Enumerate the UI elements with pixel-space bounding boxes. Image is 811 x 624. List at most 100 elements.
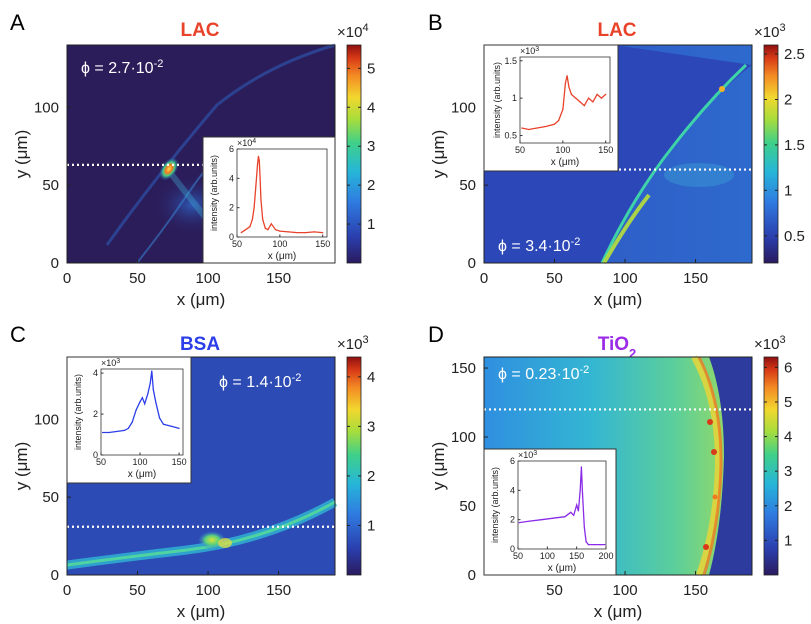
inset-background: [483, 448, 617, 576]
y-tick-label: 50: [459, 177, 476, 194]
x-tick-label: 0: [63, 582, 71, 599]
inset-background: [202, 136, 336, 264]
inset-data-point: [279, 230, 281, 232]
panel-letter: C: [10, 322, 26, 347]
colorbar-tick-label: 3: [367, 138, 375, 155]
colorbar-tick-label: 2: [784, 498, 792, 515]
inset-data-point: [527, 128, 530, 131]
y-tick-label: 50: [42, 489, 59, 506]
x-tick-label: 150: [683, 270, 708, 287]
inset-data-point: [553, 123, 555, 125]
inset-data-point: [131, 421, 133, 423]
inset-y-tick-label: 0: [93, 450, 98, 460]
inset-frame: [517, 460, 607, 550]
inset-multiplier-base: ×10: [520, 46, 535, 56]
colorbar-tick-label: 5: [784, 394, 792, 411]
inset-data-point: [158, 417, 161, 419]
colorbar-multiplier-base: ×10: [337, 24, 362, 41]
inset-data-point: [568, 86, 570, 88]
x-axis-label: x (μm): [594, 290, 643, 309]
inset-data-point: [144, 403, 146, 405]
inset-data-point: [256, 163, 259, 165]
x-tick-label: 150: [266, 270, 291, 287]
colorbar-multiplier-base: ×10: [337, 336, 362, 353]
inset-line-plot: 50 100 150 200 0 2 4 6 x (μm) intensity (arb.unit…: [483, 448, 617, 576]
inset-y-tick-label: 6: [510, 456, 515, 466]
inset-y-axis-label: intensity (arb.units): [73, 374, 83, 450]
inset-multiplier-base: ×10: [101, 358, 116, 368]
inset-multiplier: ×103: [518, 450, 537, 461]
phi-exponent: -2: [571, 236, 581, 248]
y-tick-label: 100: [451, 429, 476, 446]
inset-x-axis-label: x (μm): [128, 469, 157, 480]
inset-y-tick-label: 0: [229, 232, 234, 242]
inset-data-point: [579, 101, 581, 103]
inset-data-point: [599, 544, 601, 546]
inset-data-point: [123, 429, 126, 432]
inset-multiplier: ×104: [237, 138, 256, 149]
y-axis-label: y (μm): [12, 130, 31, 179]
phi-value: ϕ = 3.4·10: [498, 238, 571, 255]
inset-data-point: [536, 127, 538, 129]
inset-multiplier: ×103: [520, 46, 539, 57]
inset-data-point: [240, 232, 242, 234]
x-axis-label: x (μm): [177, 602, 226, 621]
panel-title-main: TiO: [598, 334, 629, 355]
inset-data-point: [573, 514, 575, 516]
inset-data-point: [262, 218, 264, 220]
inset-data-point: [579, 489, 581, 491]
inset-data-point: [135, 409, 137, 411]
colorbar-tick-label: 2.5: [784, 46, 805, 63]
inset-data-point: [249, 226, 251, 228]
inset-data-point: [170, 425, 172, 427]
inset-frame: [519, 56, 611, 144]
colorbar-tick-label: 4: [367, 99, 375, 116]
x-tick-label: 0: [63, 270, 71, 287]
inset-data-point: [577, 510, 580, 512]
inset-x-tick-label: 100: [272, 239, 287, 249]
inset-y-tick-label: 6: [229, 144, 234, 154]
inset-frame: [236, 148, 328, 238]
colorbar-multiplier-exp: 3: [362, 334, 368, 346]
inset-data-point: [270, 223, 272, 225]
phi-label: ϕ = 3.4·10-2: [498, 236, 580, 255]
panel-title: LAC: [180, 20, 219, 41]
inset-data-point: [255, 185, 257, 187]
inset-data-point: [259, 177, 261, 179]
inset-x-tick-label: 100: [133, 457, 148, 467]
colorbar-tick-label: 4: [784, 429, 792, 446]
colorbar-tick-label: 2: [784, 92, 792, 109]
colorbar-tick-label: 2: [367, 177, 375, 194]
colorbar-multiplier-base: ×10: [754, 24, 779, 41]
inset-x-axis-label: x (μm): [548, 563, 577, 574]
panel-letter: D: [428, 322, 444, 347]
x-tick-label: 100: [196, 270, 221, 287]
inset-data-point: [116, 430, 118, 433]
panel-title-subscript: 2: [629, 346, 636, 361]
inset-data-point: [296, 232, 298, 234]
phi-exponent: -2: [292, 372, 302, 384]
colorbar-tick-label: 0.5: [784, 228, 805, 245]
y-tick-label: 100: [451, 99, 476, 116]
inset-data-point: [147, 392, 149, 395]
inset-plot-area: 50 100 150 0 2 4 x (μm) intensity (arb.units) ×1…: [73, 358, 187, 481]
inset-data-point: [151, 370, 153, 372]
inset-data-point: [562, 108, 564, 110]
inset-data-point: [127, 427, 129, 429]
inset-data-point: [257, 155, 260, 157]
inset-data-point: [139, 401, 141, 403]
inset-data-point: [149, 382, 151, 384]
inset-data-point: [253, 207, 255, 209]
inset-data-point: [274, 229, 277, 231]
inset-x-axis-label: x (μm): [551, 157, 580, 168]
inset-y-tick-label: 2: [510, 515, 515, 525]
inset-data-point: [267, 229, 269, 231]
inset-multiplier-exp: 3: [533, 450, 537, 457]
inset-data-point: [244, 229, 247, 231]
inset-y-tick-label: 4: [229, 173, 234, 183]
